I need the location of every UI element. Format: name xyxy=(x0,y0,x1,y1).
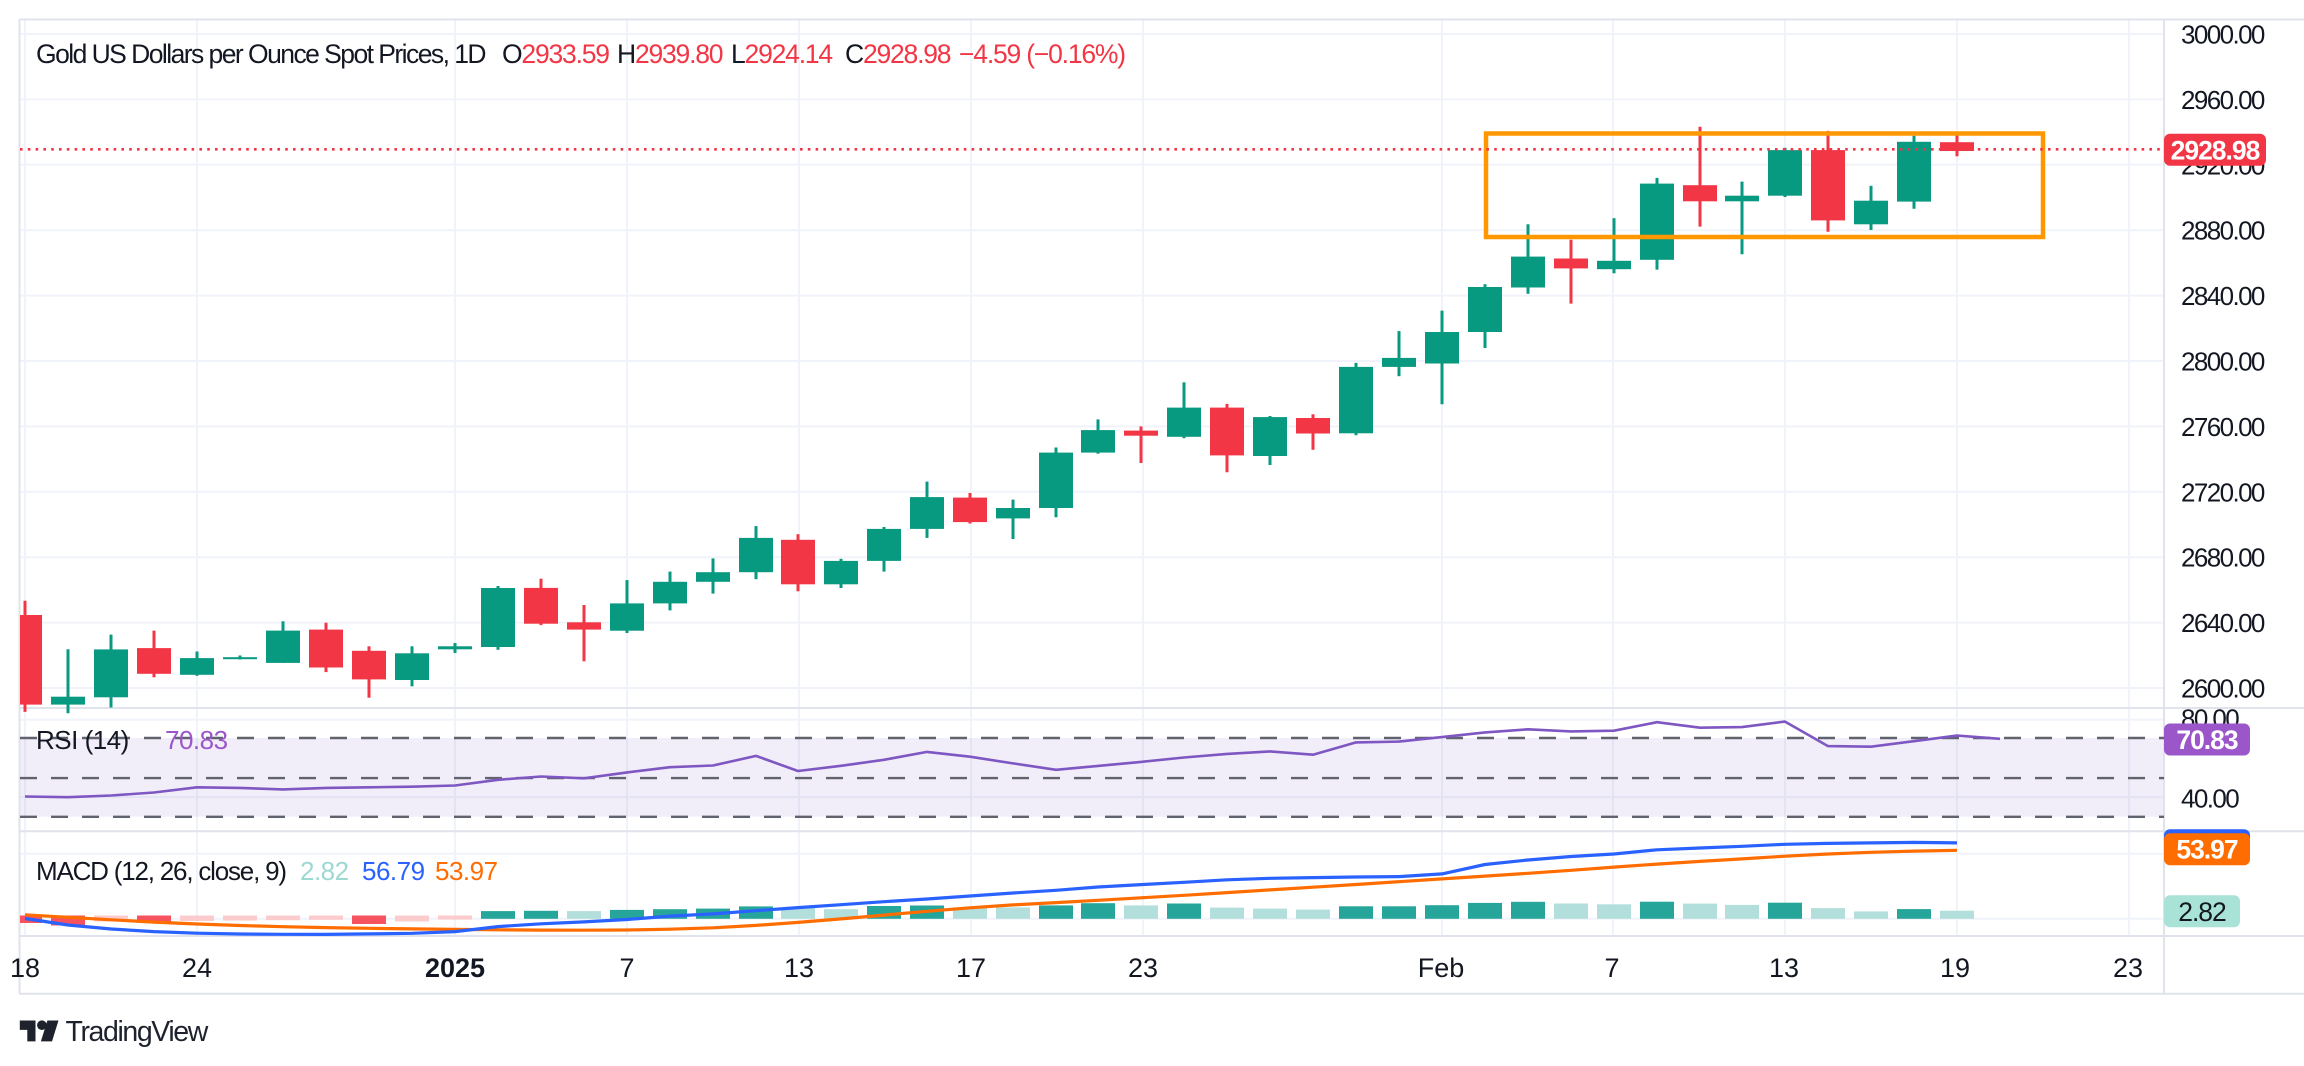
svg-text:17: 17 xyxy=(956,953,986,983)
svg-text:2680.00: 2680.00 xyxy=(2181,543,2265,573)
svg-text:Feb: Feb xyxy=(1418,953,1465,983)
svg-text:13: 13 xyxy=(784,953,814,983)
svg-text:Gold US Dollars per Ounce Spot: Gold US Dollars per Ounce Spot Prices, 1… xyxy=(36,39,485,69)
svg-text:23: 23 xyxy=(2113,953,2143,983)
svg-text:2800.00: 2800.00 xyxy=(2181,347,2265,377)
svg-text:2760.00: 2760.00 xyxy=(2181,412,2265,442)
svg-text:H2939.80: H2939.80 xyxy=(617,39,723,69)
svg-text:2640.00: 2640.00 xyxy=(2181,608,2265,638)
svg-text:2025: 2025 xyxy=(425,953,485,983)
svg-text:24: 24 xyxy=(182,953,212,983)
svg-text:−4.59 (−0.16%): −4.59 (−0.16%) xyxy=(959,39,1125,69)
svg-text:53.97: 53.97 xyxy=(2176,835,2238,865)
svg-text:2.82: 2.82 xyxy=(2178,897,2226,927)
svg-text:TradingView: TradingView xyxy=(66,1016,209,1048)
svg-text:56.79: 56.79 xyxy=(362,856,425,886)
svg-text:13: 13 xyxy=(1769,953,1799,983)
svg-text:2928.98: 2928.98 xyxy=(2171,135,2260,165)
svg-text:2.82: 2.82 xyxy=(300,856,349,886)
svg-text:3000.00: 3000.00 xyxy=(2181,20,2265,50)
svg-text:53.97: 53.97 xyxy=(435,856,498,886)
svg-text:MACD (12, 26, close, 9): MACD (12, 26, close, 9) xyxy=(36,856,286,886)
svg-text:2840.00: 2840.00 xyxy=(2181,281,2265,311)
svg-text:2600.00: 2600.00 xyxy=(2181,674,2265,704)
svg-text:2960.00: 2960.00 xyxy=(2181,85,2265,115)
svg-text:70.83: 70.83 xyxy=(2176,725,2238,755)
svg-text:23: 23 xyxy=(1128,953,1158,983)
svg-text:18: 18 xyxy=(10,953,40,983)
svg-text:70.83: 70.83 xyxy=(165,725,228,755)
svg-text:40.00: 40.00 xyxy=(2181,784,2239,814)
svg-text:RSI (14): RSI (14) xyxy=(36,725,129,755)
svg-text:19: 19 xyxy=(1940,953,1970,983)
svg-text:L2924.14: L2924.14 xyxy=(731,39,832,69)
svg-text:7: 7 xyxy=(1604,953,1619,983)
svg-text:7: 7 xyxy=(619,953,634,983)
svg-text:O2933.59: O2933.59 xyxy=(502,39,609,69)
svg-text:2880.00: 2880.00 xyxy=(2181,216,2265,246)
svg-text:2720.00: 2720.00 xyxy=(2181,477,2265,507)
svg-text:C2928.98: C2928.98 xyxy=(845,39,951,69)
